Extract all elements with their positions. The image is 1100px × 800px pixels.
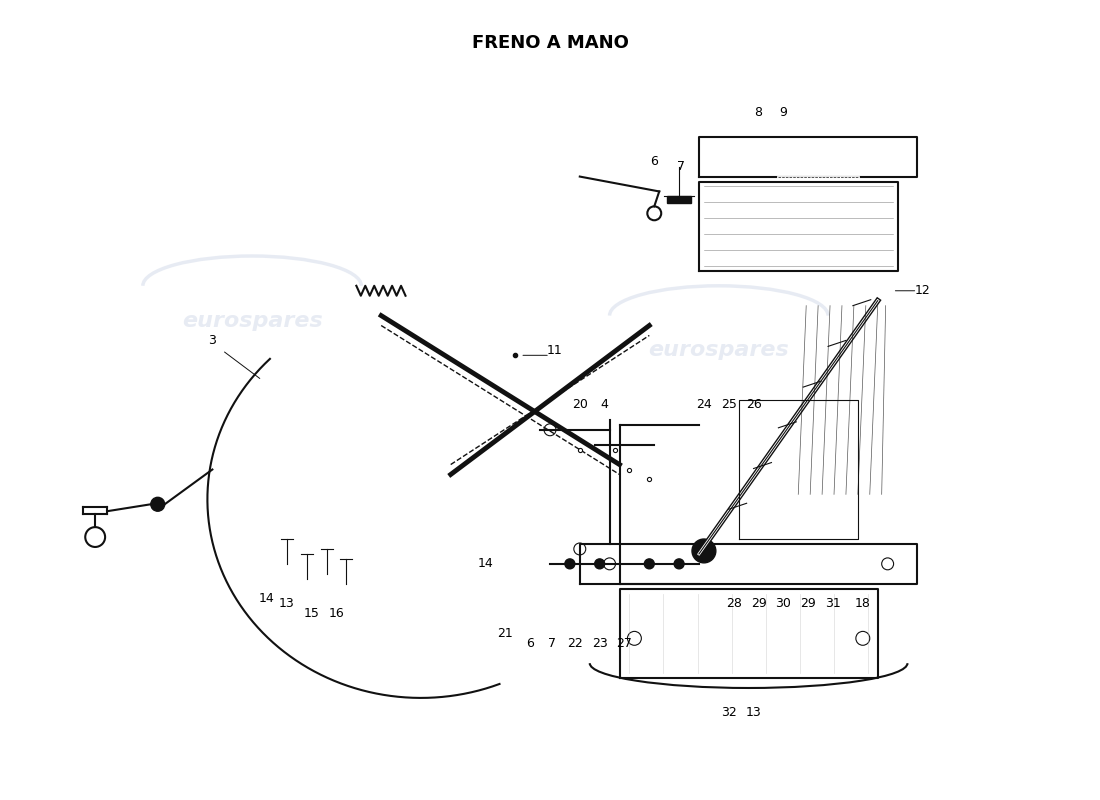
Text: 29: 29 <box>801 597 816 610</box>
Circle shape <box>151 498 165 511</box>
Bar <box>668 197 691 203</box>
Circle shape <box>645 559 654 569</box>
Circle shape <box>565 559 575 569</box>
Circle shape <box>595 559 605 569</box>
Text: 3: 3 <box>208 334 217 347</box>
Text: 16: 16 <box>329 607 344 620</box>
Text: 6: 6 <box>650 155 658 168</box>
Text: 13: 13 <box>746 706 761 719</box>
Text: 26: 26 <box>746 398 761 411</box>
Text: 12: 12 <box>914 284 931 298</box>
Text: 7: 7 <box>548 637 556 650</box>
Text: 8: 8 <box>755 106 762 118</box>
Text: 4: 4 <box>601 398 608 411</box>
Text: 30: 30 <box>776 597 791 610</box>
Text: 23: 23 <box>592 637 607 650</box>
Text: 27: 27 <box>616 637 632 650</box>
Text: 15: 15 <box>304 607 320 620</box>
Text: 25: 25 <box>720 398 737 411</box>
Circle shape <box>692 539 716 563</box>
Text: 22: 22 <box>566 637 583 650</box>
Text: 14: 14 <box>477 558 493 570</box>
Text: 11: 11 <box>547 344 563 357</box>
Text: FRENO A MANO: FRENO A MANO <box>472 34 628 51</box>
Text: 31: 31 <box>825 597 840 610</box>
Text: 32: 32 <box>720 706 737 719</box>
Text: 28: 28 <box>726 597 741 610</box>
Text: 21: 21 <box>497 627 514 640</box>
Text: 6: 6 <box>526 637 535 650</box>
Text: 18: 18 <box>855 597 871 610</box>
Text: 7: 7 <box>678 160 685 173</box>
Text: 29: 29 <box>750 597 767 610</box>
Text: 24: 24 <box>696 398 712 411</box>
Circle shape <box>674 559 684 569</box>
Text: 9: 9 <box>780 106 788 118</box>
Text: 13: 13 <box>279 597 295 610</box>
Text: 20: 20 <box>572 398 587 411</box>
Text: 14: 14 <box>260 592 275 605</box>
Text: eurospares: eurospares <box>648 340 789 360</box>
Text: eurospares: eurospares <box>182 310 322 330</box>
